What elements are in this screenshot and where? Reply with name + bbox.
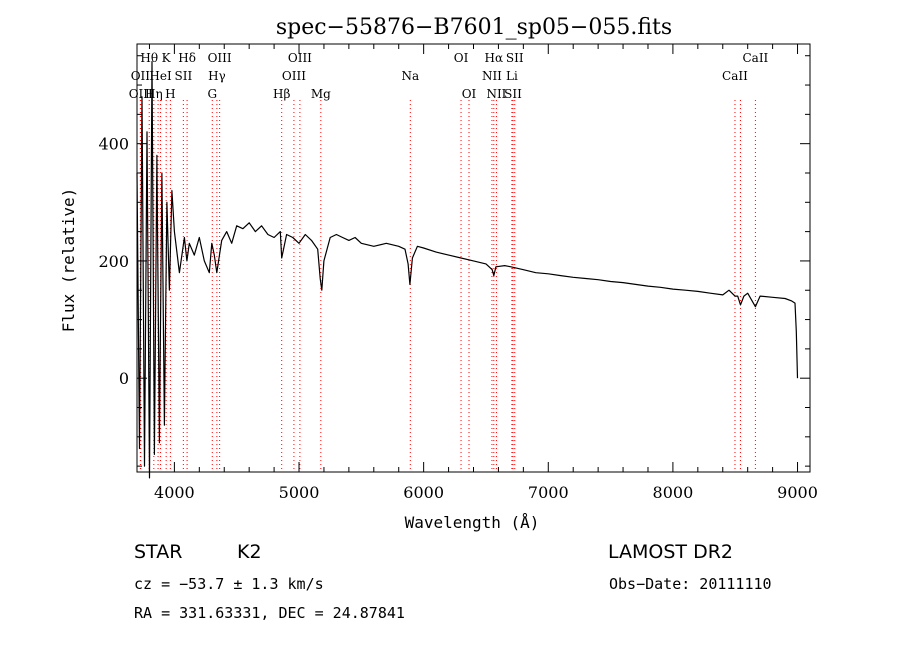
object-class: STAR	[134, 541, 183, 563]
x-tick-label: 6000	[403, 483, 444, 502]
y-tick-label: 200	[98, 252, 129, 271]
marker-label: Hθ	[140, 51, 158, 65]
marker-label: OI	[454, 51, 469, 65]
marker-label: Na	[401, 69, 419, 83]
marker-label: Hδ	[178, 51, 196, 65]
marker-label: HeI	[149, 69, 172, 83]
x-tick-label: 7000	[528, 483, 569, 502]
marker-label: NII	[486, 87, 506, 101]
marker-label: OIII	[282, 69, 306, 83]
marker-label: OIII	[129, 87, 153, 101]
x-tick-label: 9000	[777, 483, 818, 502]
marker-label: OII	[131, 69, 151, 83]
x-tick-label: 5000	[279, 483, 320, 502]
x-tick-label: 8000	[653, 483, 694, 502]
x-tick-label: 4000	[154, 483, 195, 502]
marker-label: OIII	[208, 51, 232, 65]
y-axis-label: Flux (relative)	[59, 188, 78, 333]
marker-label: H	[165, 87, 175, 101]
chart-title: spec−55876−B7601_sp05−055.fits	[276, 15, 672, 40]
marker-label: OIII	[288, 51, 312, 65]
coordinates: RA = 331.63331, DEC = 24.87841	[134, 604, 405, 622]
plot-frame	[136, 43, 811, 473]
spectrum-series	[136, 60, 799, 479]
axes: 4000 5000 6000 7000 8000 9000 0 200 400	[98, 43, 818, 502]
marker-label: Hη	[145, 87, 163, 101]
redshift-readout: cz = −53.7 ± 1.3 km/s	[134, 575, 324, 593]
y-tick-label: 400	[98, 135, 129, 154]
x-axis-label: Wavelength (Å)	[405, 513, 540, 532]
obs-date: Obs−Date: 20111110	[609, 575, 772, 593]
marker-label: CaII	[722, 69, 748, 83]
marker-label: Li	[506, 69, 518, 83]
marker-label: Hβ	[273, 87, 290, 101]
y-tick-label: 0	[119, 369, 129, 388]
marker-label: Mg	[311, 87, 331, 101]
marker-label: SII	[175, 69, 193, 83]
spectrum-line	[136, 60, 799, 479]
marker-label: NII	[482, 69, 502, 83]
marker-label: SII	[504, 87, 522, 101]
marker-label: Hγ	[208, 69, 226, 83]
marker-label: OI	[462, 87, 477, 101]
marker-label: G	[207, 87, 217, 101]
marker-label: SII	[506, 51, 524, 65]
marker-label: Hα	[485, 51, 504, 65]
survey-name: LAMOST DR2	[608, 541, 733, 563]
marker-label: K	[162, 51, 172, 65]
marker-label: CaII	[742, 51, 768, 65]
object-subclass: K2	[237, 541, 262, 563]
